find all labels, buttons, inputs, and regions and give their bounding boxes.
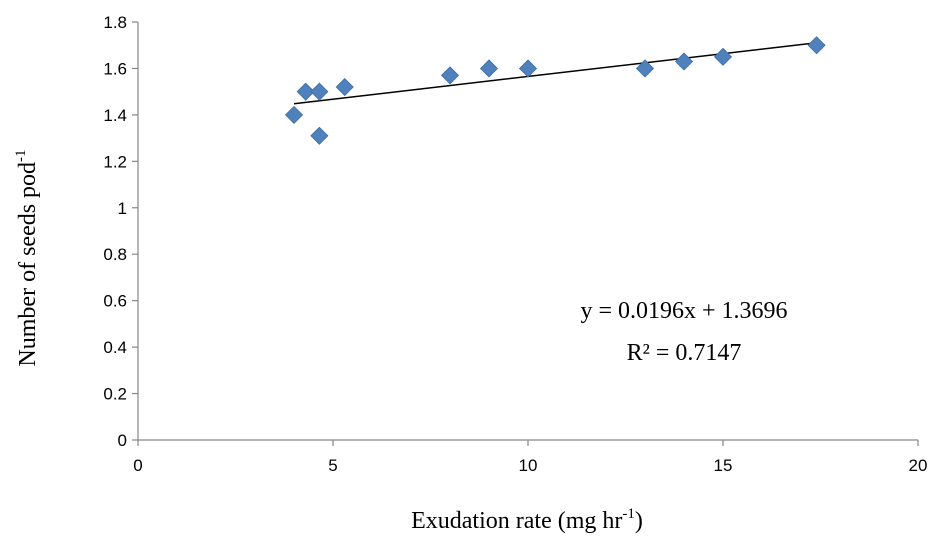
data-point-marker [635,59,655,78]
data-point-marker [518,59,538,78]
data-point-marker [284,105,304,124]
y-tick-label: 0.4 [103,338,127,357]
y-tick-label: 1 [118,199,127,218]
y-tick-label: 0 [118,431,127,450]
x-axis-title-main: Exudation rate (mg hr [411,508,622,534]
data-point-marker [713,47,733,66]
data-point-marker [674,52,694,71]
x-tick-label: 10 [519,456,538,475]
x-axis-title: Exudation rate (mg hr-1) [411,506,643,534]
x-axis-title-superscript: -1 [622,506,635,522]
y-axis-title: Number of seeds pod-1 [13,149,41,366]
x-tick-label: 5 [328,456,337,475]
y-ticks: 0 0.2 0.4 0.6 0.8 1 1.2 1.4 1.6 1.8 [103,13,138,450]
data-points [284,36,826,145]
y-axis-title-superscript: -1 [13,149,29,162]
r-squared-label: R² = 0.7147 [627,340,742,366]
data-point-marker [807,36,826,55]
y-tick-label: 1.6 [103,59,127,78]
y-tick-label: 0.6 [103,292,127,311]
x-ticks: 0 5 10 15 20 [133,440,927,475]
data-point-marker [440,66,460,85]
x-axis-title-end: ) [635,508,643,534]
axes [137,22,918,441]
data-point-marker [310,82,329,101]
data-point-marker [310,126,329,145]
y-tick-label: 1.4 [103,106,127,125]
x-tick-label: 15 [714,456,733,475]
y-tick-label: 1.8 [103,13,127,32]
data-point-marker [335,77,354,97]
y-axis-title-main: Number of seeds pod [15,162,41,367]
trendline-equation: y = 0.0196x + 1.3696 [580,298,787,324]
y-tick-label: 0.2 [103,385,127,404]
data-point-marker [479,59,499,78]
x-tick-label: 0 [133,456,142,475]
y-tick-label: 1.2 [103,152,127,171]
y-tick-label: 0.8 [103,245,127,264]
x-tick-label: 20 [909,456,928,475]
trendline [293,42,817,105]
data-point-marker [296,82,315,101]
